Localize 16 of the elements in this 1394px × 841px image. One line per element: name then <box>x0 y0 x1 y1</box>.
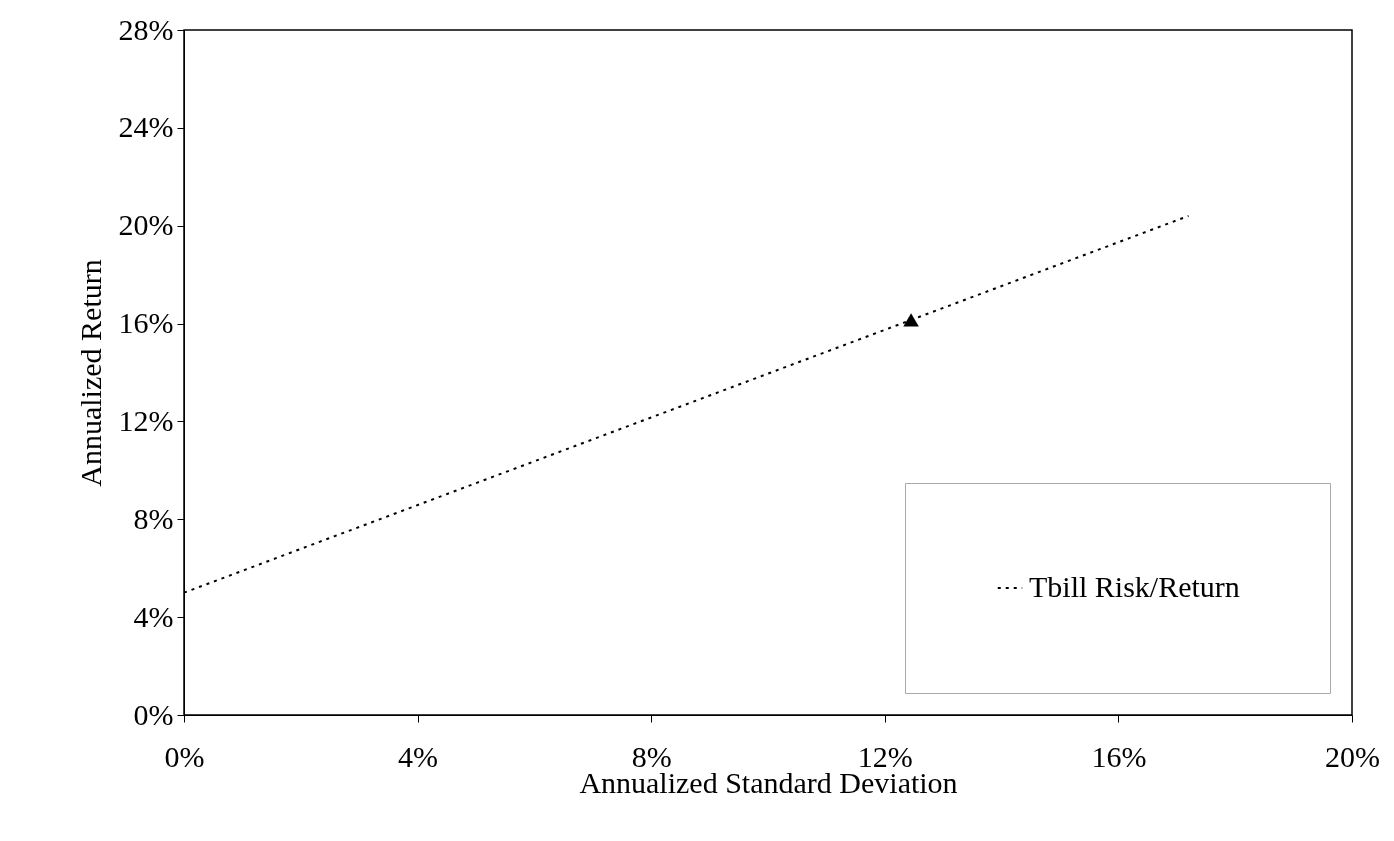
y-tick-label: 16% <box>118 306 174 340</box>
x-tick-label: 8% <box>631 739 672 773</box>
x-tick-label: 20% <box>1325 739 1380 773</box>
y-tick-label: 0% <box>133 697 174 731</box>
y-tick-label: 12% <box>118 403 174 437</box>
x-tick-label: 4% <box>398 739 439 773</box>
y-axis-title: Annualized Return <box>73 259 107 487</box>
y-tick-label: 28% <box>118 12 174 46</box>
y-tick-label: 20% <box>118 208 174 242</box>
legend-label: Tbill Risk/Return <box>1029 570 1240 603</box>
x-tick-label: 0% <box>164 739 205 773</box>
y-tick-label: 4% <box>133 599 174 633</box>
y-tick-label: 24% <box>118 110 174 144</box>
x-tick-label: 16% <box>1091 739 1147 773</box>
x-tick-label: 12% <box>857 739 913 773</box>
y-tick-label: 8% <box>133 501 174 535</box>
